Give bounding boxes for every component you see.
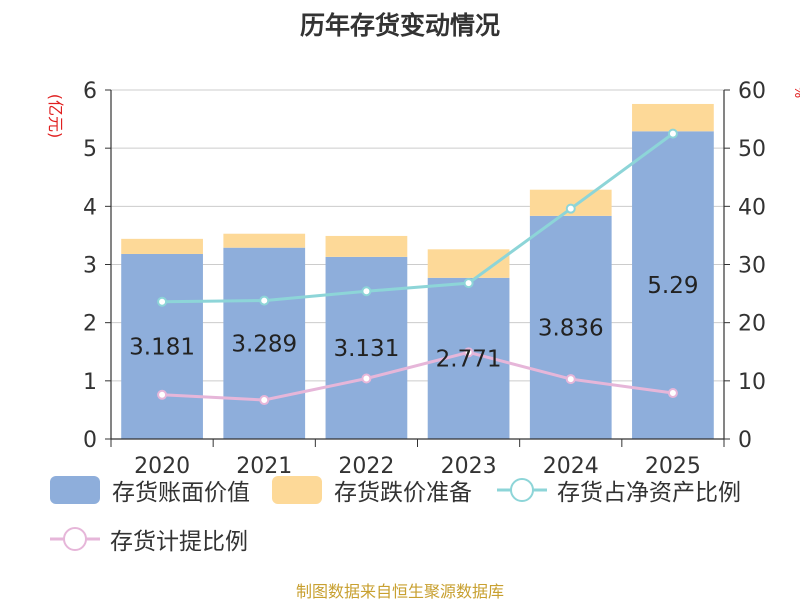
left-tick-label: 1 bbox=[83, 370, 97, 395]
axes: 01234560102030405060(亿元)%202020212022202… bbox=[46, 79, 800, 479]
right-tick-label: 30 bbox=[738, 254, 766, 279]
chart-title: 历年存货变动情况 bbox=[299, 11, 500, 40]
legend-item-provision-ratio[interactable]: 存货计提比例 bbox=[50, 522, 248, 556]
bar-impairment bbox=[632, 103, 714, 132]
provision-ratio-point bbox=[667, 388, 678, 399]
provision-ratio-point bbox=[157, 389, 168, 400]
bar-value-label: 3.289 bbox=[231, 331, 297, 357]
x-tick-label: 2022 bbox=[338, 454, 394, 479]
provision-ratio-point bbox=[565, 374, 576, 385]
x-tick-label: 2020 bbox=[134, 454, 190, 479]
bar-value-label: 3.181 bbox=[129, 334, 195, 360]
provision-ratio-point bbox=[259, 395, 270, 406]
right-tick-label: 40 bbox=[738, 195, 766, 220]
left-tick-label: 5 bbox=[83, 137, 97, 162]
left-axis-unit: (亿元) bbox=[46, 94, 65, 139]
legend-marker bbox=[510, 478, 534, 502]
ratio-net-assets-point bbox=[259, 295, 270, 306]
right-tick-label: 20 bbox=[738, 312, 766, 337]
ratio-net-assets-line bbox=[162, 132, 674, 304]
bar-value-label: 3.131 bbox=[333, 336, 399, 362]
provision-ratio-point bbox=[463, 347, 474, 358]
source-note: 制图数据来自恒生聚源数据库 bbox=[295, 582, 504, 601]
ratio-net-assets-point bbox=[667, 128, 678, 139]
provision-ratio-point bbox=[361, 373, 372, 384]
grid-lines bbox=[111, 89, 724, 382]
bar-book-value bbox=[529, 215, 612, 439]
left-tick-label: 2 bbox=[83, 312, 97, 337]
right-tick-label: 0 bbox=[738, 428, 752, 453]
bar-book-value bbox=[223, 247, 306, 439]
bar-impairment bbox=[325, 235, 408, 257]
right-axis-unit: % bbox=[791, 86, 800, 98]
bar-book-value bbox=[632, 131, 714, 439]
legend-item-impairment[interactable]: 存货跌价准备 bbox=[272, 473, 472, 507]
x-tick-label: 2025 bbox=[645, 454, 701, 479]
legend-swatch-book-value bbox=[50, 476, 100, 504]
legend-swatch-provision-ratio bbox=[50, 527, 100, 551]
ratio-net-assets-point bbox=[463, 278, 474, 289]
ratio-net-assets-point bbox=[157, 296, 168, 307]
left-tick-label: 3 bbox=[83, 254, 97, 279]
legend-swatch-ratio-net-assets bbox=[497, 478, 547, 502]
bar-series bbox=[121, 103, 714, 439]
right-tick-label: 50 bbox=[738, 137, 766, 162]
line-series bbox=[157, 128, 678, 406]
legend-label-impairment: 存货跌价准备 bbox=[334, 480, 472, 506]
legend-label-book-value: 存货账面价值 bbox=[112, 480, 250, 506]
legend-item-book-value[interactable]: 存货账面价值 bbox=[50, 473, 250, 507]
ratio-net-assets-point bbox=[361, 286, 372, 297]
bar-impairment bbox=[223, 233, 306, 248]
ratio-net-assets-point bbox=[565, 203, 576, 214]
bar-impairment bbox=[121, 238, 203, 254]
left-tick-label: 6 bbox=[83, 79, 97, 104]
x-tick-label: 2021 bbox=[236, 454, 292, 479]
left-tick-label: 0 bbox=[83, 428, 97, 453]
provision-ratio-line bbox=[162, 350, 674, 402]
left-tick-label: 4 bbox=[83, 195, 97, 220]
legend-label-provision-ratio: 存货计提比例 bbox=[110, 529, 248, 555]
x-tick-label: 2023 bbox=[441, 454, 497, 479]
right-tick-label: 10 bbox=[738, 370, 766, 395]
legend-label-ratio-net-assets: 存货占净资产比例 bbox=[557, 480, 741, 506]
bar-value-label: 2.771 bbox=[436, 346, 502, 372]
data-labels: 3.181 3.289 3.131 2.771 3.836 5.29 bbox=[129, 273, 698, 372]
legend-swatch-impairment bbox=[272, 476, 322, 504]
bar-value-label: 5.29 bbox=[647, 273, 698, 299]
x-tick-label: 2024 bbox=[543, 454, 599, 479]
legend-item-ratio-net-assets[interactable]: 存货占净资产比例 bbox=[497, 473, 741, 507]
bar-value-label: 3.836 bbox=[538, 315, 604, 341]
right-tick-label: 60 bbox=[738, 79, 766, 104]
legend-marker bbox=[63, 527, 87, 551]
bar-book-value bbox=[121, 253, 203, 439]
